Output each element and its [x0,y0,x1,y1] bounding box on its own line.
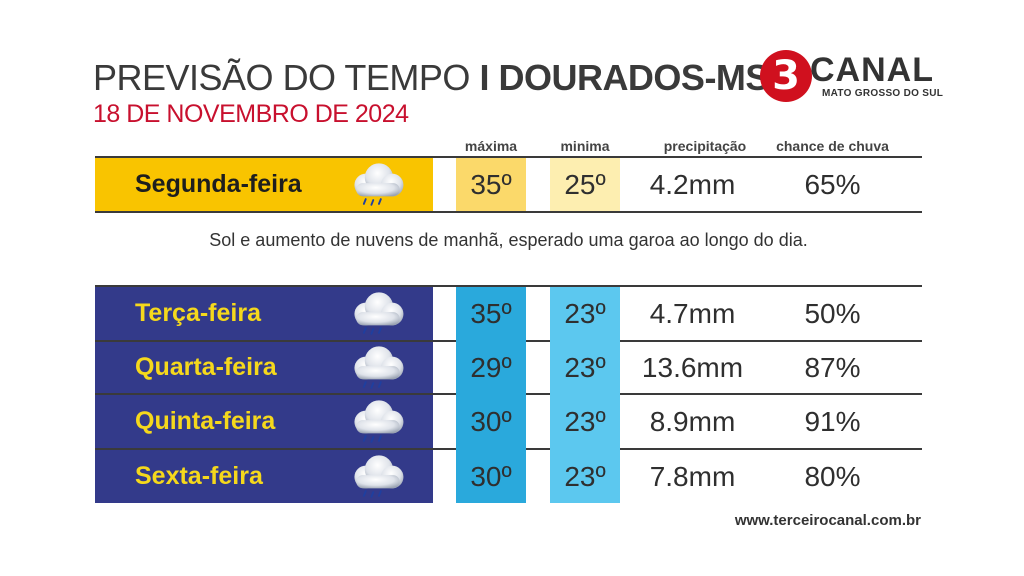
week-chance: 87% [804,351,861,383]
title-prefix: PREVISÃO DO TEMPO [93,57,470,98]
rain-cloud-icon [353,453,405,498]
week-max-temp: 35º [470,297,512,329]
week-max-temp: 29º [470,351,512,383]
week-day-label: Terça-feira [135,299,261,327]
divider-line [95,285,922,287]
title-city: I DOURADOS-MS [479,57,769,98]
week-min-temp: 23º [564,405,606,437]
week-day-label: Quarta-feira [135,353,277,381]
week-chance: 91% [804,405,861,437]
page-title: PREVISÃO DO TEMPO I DOURADOS-MS [93,58,769,98]
week-day-label: Sexta-feira [135,462,263,490]
week-day-cell: Quinta-feira [95,395,433,448]
week-precip: 13.6mm [641,351,744,383]
logo-mark: 3 [760,50,812,102]
week-precip: 8.9mm [649,405,736,437]
week-chance: 50% [804,297,861,329]
rain-cloud-icon [353,398,405,443]
today-day-label: Segunda-feira [135,170,302,198]
channel-logo: 3 CANAL MATO GROSSO DO SUL [760,50,950,106]
today-day-cell: Segunda-feira [95,158,433,211]
week-min-temp: 23º [564,351,606,383]
today-precip: 4.2mm [649,168,736,200]
week-day-cell: Quarta-feira [95,342,433,393]
week-day-label: Quinta-feira [135,407,276,435]
today-max-temp: 35º [470,168,512,200]
rain-cloud-icon [353,344,405,389]
week-precip: 4.7mm [649,297,736,329]
week-chance: 80% [804,460,861,492]
header-max: máxima [464,138,518,154]
week-min-temp: 23º [564,460,606,492]
today-description: Sol e aumento de nuvens de manhã, espera… [209,230,808,250]
header-precip: precipitação [663,138,747,154]
divider-line [95,211,922,213]
logo-name: CANAL [810,51,934,89]
divider-line [95,156,922,158]
week-max-temp: 30º [470,460,512,492]
week-day-cell: Terça-feira [95,287,433,340]
logo-region: MATO GROSSO DO SUL [822,88,944,99]
week-max-temp: 30º [470,405,512,437]
website-url: www.terceirocanal.com.br [734,512,921,529]
week-min-temp: 23º [564,297,606,329]
today-min-cell [550,158,620,211]
header-chance: chance de chuva [776,138,889,154]
week-precip: 7.8mm [649,460,736,492]
week-max-column [456,287,526,503]
rain-cloud-icon [353,161,405,206]
week-min-column [550,287,620,503]
today-max-cell [456,158,526,211]
forecast-date: 18 DE NOVEMBRO DE 2024 [93,100,409,128]
rain-cloud-icon [353,290,405,335]
header-min: minima [560,138,610,154]
today-min-temp: 25º [564,168,606,200]
week-day-cell: Sexta-feira [95,450,433,503]
today-chance: 65% [804,168,861,200]
